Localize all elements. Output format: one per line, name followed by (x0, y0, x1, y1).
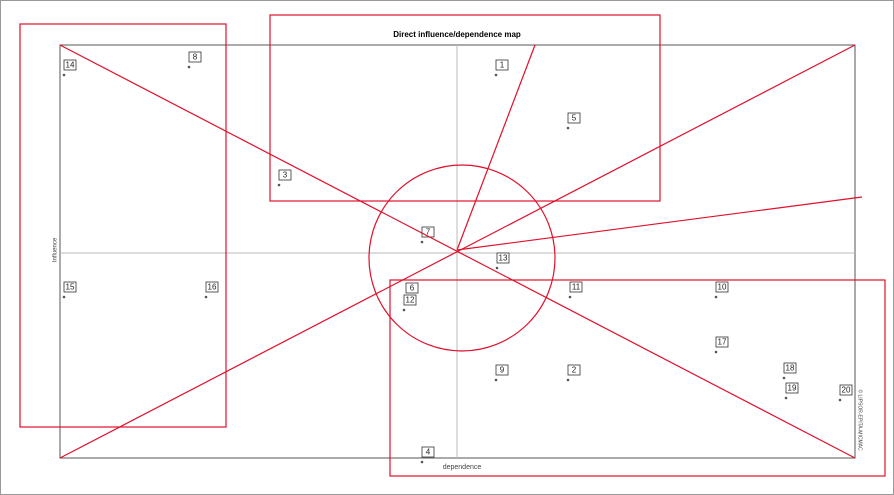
node-point (715, 296, 718, 299)
node-label: 16 (208, 283, 217, 292)
node-label: 6 (410, 284, 415, 293)
micmac-map: Direct influence/dependence map dependen… (0, 0, 894, 495)
node-label: 20 (842, 386, 851, 395)
node-label: 3 (283, 171, 288, 180)
side-text: © LIPSOR-EPITA-MICMAC (857, 389, 864, 450)
node-point (278, 184, 281, 187)
x-axis-label: dependence (443, 464, 482, 471)
node-label: 4 (426, 448, 431, 457)
node-point (567, 127, 570, 130)
node-point (783, 377, 786, 380)
node-point (421, 461, 424, 464)
node-label: 19 (788, 384, 797, 393)
frame (1, 1, 894, 495)
node-label: 2 (572, 366, 577, 375)
node-point (421, 241, 424, 244)
node-label: 15 (66, 283, 75, 292)
node-label: 10 (718, 283, 727, 292)
node-label: 13 (499, 254, 508, 263)
node-label: 9 (500, 366, 505, 375)
node-point (495, 379, 498, 382)
node-label: 8 (193, 53, 198, 62)
node-label: 14 (66, 61, 75, 70)
node-point (567, 379, 570, 382)
node-point (205, 296, 208, 299)
node-label: 17 (718, 338, 727, 347)
node-label: 18 (786, 364, 795, 373)
node-point (839, 399, 842, 402)
y-axis-label: Influence (53, 237, 59, 262)
title: Direct influence/dependence map (393, 30, 521, 39)
node-label: 1 (500, 61, 505, 70)
node-point (63, 74, 66, 77)
node-label: 11 (572, 283, 581, 292)
node-point (403, 309, 406, 312)
node-label: 12 (406, 296, 415, 305)
node-point (496, 267, 499, 270)
node-point (569, 296, 572, 299)
node-point (495, 74, 498, 77)
node-label: 5 (572, 114, 577, 123)
node-point (785, 397, 788, 400)
node-point (715, 351, 718, 354)
node-point (63, 296, 66, 299)
node-point (188, 66, 191, 69)
